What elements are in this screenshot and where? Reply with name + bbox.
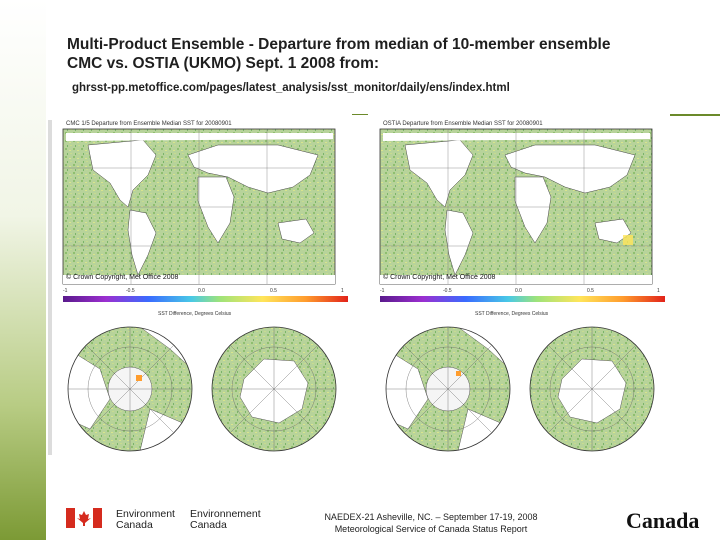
right-colorbar-tick: -1 <box>380 288 385 294</box>
footer-line1: NAEDEX-21 Asheville, NC. – September 17-… <box>324 512 538 522</box>
department-name-english: Environment Canada <box>116 509 175 531</box>
left-copyright: © Crown Copyright, Met Office 2008 <box>66 273 179 281</box>
left-colorbar-tick: 1 <box>341 288 344 294</box>
right-copyright: © Crown Copyright, Met Office 2008 <box>383 273 496 281</box>
left-antarctic-map <box>208 321 340 457</box>
left-colorbar-tick: 0.5 <box>270 288 277 294</box>
accent-rule-right <box>670 114 720 116</box>
right-map-title: OSTIA Departure from Ensemble Median SST… <box>383 121 543 127</box>
right-colorbar-tick: 0.5 <box>587 288 594 294</box>
dept-en-line2: Canada <box>116 519 153 531</box>
left-colorbar-tick: -1 <box>63 288 68 294</box>
left-arctic-map <box>60 321 200 457</box>
dept-fr-line1: Environnement <box>190 508 261 520</box>
left-map-title: CMC 1/5 Departure from Ensemble Median S… <box>66 121 232 127</box>
right-global-map: OSTIA Departure from Ensemble Median SST… <box>379 121 665 317</box>
decorative-gradient-bar <box>0 0 46 540</box>
right-colorbar-tick: 1 <box>657 288 660 294</box>
dept-en-line1: Environment <box>116 508 175 520</box>
department-name-french: Environnement Canada <box>190 509 261 531</box>
slide-title-line1: Multi-Product Ensemble - Departure from … <box>67 36 611 53</box>
canada-wordmark: Canada <box>626 508 700 533</box>
left-global-map: CMC 1/5 Departure from Ensemble Median S… <box>62 121 348 317</box>
right-colorbar-label: SST Difference, Degrees Celsius <box>475 311 549 317</box>
source-url: ghrsst-pp.metoffice.com/pages/latest_ana… <box>72 82 510 94</box>
left-colorbar-label: SST Difference, Degrees Celsius <box>158 311 232 317</box>
sst-map-figure: CMC 1/5 Departure from Ensemble Median S… <box>48 115 668 460</box>
right-antarctic-map <box>526 321 658 457</box>
slide-title: Multi-Product Ensemble - Departure from … <box>67 35 707 73</box>
right-colorbar-tick: -0.5 <box>443 288 452 294</box>
footer-caption: NAEDEX-21 Asheville, NC. – September 17-… <box>296 511 566 535</box>
left-colorbar-tick: 0.0 <box>198 288 205 294</box>
slide-title-line2: CMC vs. OSTIA (UKMO) Sept. 1 2008 from: <box>67 55 380 72</box>
canada-flag-icon <box>66 508 102 528</box>
right-arctic-map <box>378 321 518 457</box>
right-colorbar-tick: 0.0 <box>515 288 522 294</box>
footer-line2: Meteorological Service of Canada Status … <box>334 524 528 534</box>
left-colorbar <box>63 296 348 302</box>
dept-fr-line2: Canada <box>190 519 227 531</box>
right-colorbar <box>380 296 665 302</box>
left-colorbar-tick: -0.5 <box>126 288 135 294</box>
